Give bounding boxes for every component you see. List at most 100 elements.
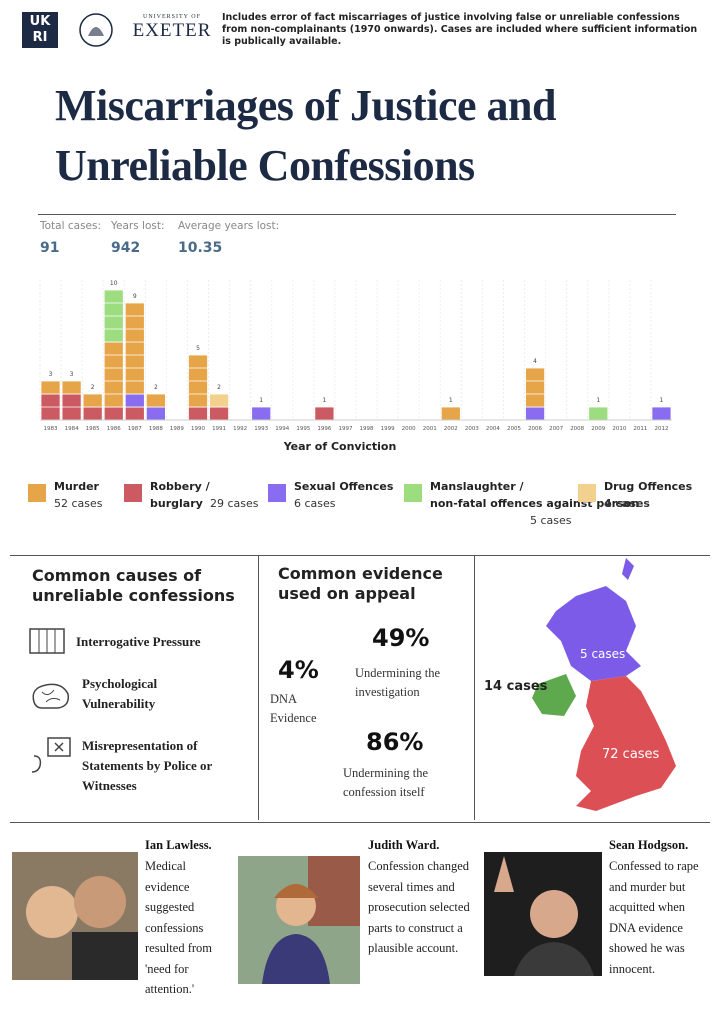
x-tick-label: 2006 (528, 426, 542, 432)
stat-value: 942 (111, 240, 141, 256)
photo (12, 852, 138, 980)
map-label: 72 cases (602, 747, 660, 762)
map-label: 14 cases (484, 679, 548, 694)
total-label: 2 (154, 384, 158, 391)
percentage: 49% (372, 624, 430, 652)
bar-segment (525, 367, 545, 408)
bar-segment (124, 406, 145, 421)
map: 14 cases 5 cases 72 cases (484, 558, 676, 811)
x-tick-label: 1996 (317, 426, 331, 432)
case-text: Medical evidence suggested confessions r… (145, 859, 212, 996)
x-tick-label: 1997 (338, 426, 352, 432)
logo-text: RI (32, 30, 48, 45)
bar-segment (525, 406, 545, 421)
x-tick-label: 2008 (570, 426, 584, 432)
legend-swatch (268, 484, 286, 502)
total-label: 3 (70, 371, 74, 378)
case-name: Judith Ward. (368, 838, 440, 852)
scotland (546, 586, 641, 681)
x-tick-label: 2002 (444, 426, 458, 432)
cause: Interrogative Pressure (76, 634, 201, 649)
x-tick-label: 2011 (633, 426, 647, 432)
title: Miscarriages of Justice and (55, 81, 556, 130)
bar-segment (188, 406, 208, 421)
legend-label: Murder (54, 480, 100, 493)
icon (31, 737, 71, 773)
x-tick-label: 1993 (254, 426, 268, 432)
x-tick-label: 1999 (381, 426, 395, 432)
legend-label: Drug Offences (604, 480, 693, 493)
bar-segment (209, 406, 230, 421)
x-tick-label: 2003 (465, 426, 479, 432)
bar-segment (61, 380, 82, 395)
stat-label: Total cases: (40, 220, 102, 232)
bar-segment (440, 406, 461, 421)
legend-count: 6 cases (294, 497, 336, 510)
x-tick-label: 1983 (44, 426, 58, 432)
title: Unreliable Confessions (55, 141, 475, 190)
x-axis-label: Year of Conviction (283, 440, 397, 453)
stat-label: Years lost: (111, 220, 165, 232)
case-name: Sean Hodgson. (609, 838, 689, 852)
divider (38, 214, 676, 215)
icon (29, 628, 65, 654)
bar-segment (82, 406, 103, 421)
x-tick-label: 1991 (212, 426, 226, 432)
bar-segment (124, 302, 145, 395)
divider (10, 555, 710, 556)
total-label: 1 (322, 397, 326, 404)
total-label: 1 (596, 397, 600, 404)
logo-text: UK (29, 14, 51, 29)
stat-value: 91 (40, 240, 60, 256)
x-tick-label: 1988 (149, 426, 163, 432)
bar-segment (103, 341, 124, 408)
photo (238, 856, 360, 984)
total-label: 9 (133, 293, 137, 300)
percentage-label: Undermining the investigation (355, 666, 441, 699)
x-tick-label: 1998 (360, 426, 374, 432)
x-tick-label: 1984 (65, 426, 79, 432)
divider (258, 556, 259, 820)
logo-text: EXETER (132, 20, 212, 41)
seal-logo (79, 13, 113, 47)
note: Includes error of fact miscarriages of j… (222, 12, 698, 47)
total-label: 1 (660, 397, 664, 404)
total-label: 2 (91, 384, 95, 391)
photo (484, 852, 602, 976)
bar-segment (314, 406, 335, 421)
england-wales (576, 676, 676, 811)
x-tick-label: 2009 (591, 426, 605, 432)
percentage-label: Undermining the confession itself (343, 766, 429, 799)
x-tick-label: 2010 (612, 426, 626, 432)
cause: Psychological Vulnerability (82, 676, 158, 711)
bar-segment (588, 406, 609, 421)
x-tick-label: 1986 (107, 426, 121, 432)
legend-count: 29 cases (210, 497, 259, 510)
percentage: 4% (278, 656, 319, 684)
legend-count: 5 cases (530, 514, 572, 527)
ukri-logo: UK RI (22, 12, 58, 48)
bar-segment (145, 406, 166, 421)
stat-value: 10.35 (178, 240, 223, 256)
legend-swatch (404, 484, 422, 502)
bar-segment (40, 380, 61, 395)
x-tick-label: 2012 (654, 426, 668, 432)
x-tick-label: 1995 (296, 426, 310, 432)
legend-label: Robbery / burglary (150, 480, 211, 510)
legend-name: Drug Offences (604, 480, 693, 493)
panel-title: Common evidence used on appeal (278, 564, 443, 603)
total-label: 1 (259, 397, 263, 404)
panel-title: Common causes of unreliable confessions (32, 566, 235, 605)
case-text: Confession changed several times and pro… (368, 859, 470, 955)
x-tick-label: 1985 (86, 426, 100, 432)
legend-swatch (124, 484, 142, 502)
x-tick-label: 2004 (486, 426, 500, 432)
exeter-logo: UNIVERSITY OF EXETER (132, 14, 212, 42)
x-tick-label: 2005 (507, 426, 521, 432)
chart: 3 1983 3 1984 2 1985 10 1986 9 1987 2 1988 1989 5 1990… (28, 280, 693, 527)
legend-name: Murder (54, 480, 100, 493)
x-tick-label: 2001 (423, 426, 437, 432)
bar-segment (251, 406, 272, 421)
total-label: 4 (533, 358, 537, 365)
